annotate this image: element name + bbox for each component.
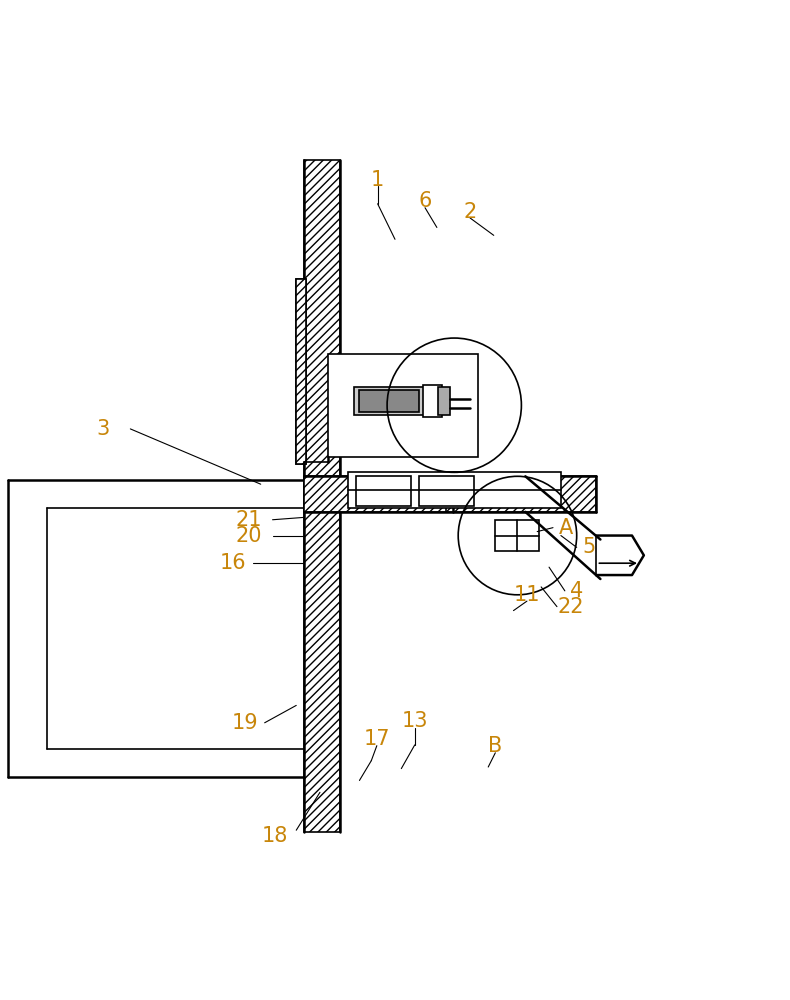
Text: B: B — [488, 736, 502, 756]
Bar — [423, 385, 442, 417]
Bar — [356, 476, 411, 506]
Text: 1: 1 — [371, 170, 384, 190]
Bar — [495, 520, 539, 551]
Ellipse shape — [498, 528, 507, 543]
Text: 20: 20 — [235, 526, 262, 546]
Ellipse shape — [337, 374, 356, 429]
Bar — [354, 387, 425, 415]
Bar — [296, 279, 306, 464]
Bar — [304, 476, 596, 512]
Text: A: A — [559, 518, 573, 538]
Text: 4: 4 — [570, 581, 583, 601]
Ellipse shape — [526, 528, 536, 543]
Text: 13: 13 — [401, 711, 428, 731]
Bar — [359, 390, 419, 412]
Text: 5: 5 — [582, 537, 595, 557]
Bar — [328, 354, 478, 457]
Text: 17: 17 — [363, 729, 390, 749]
Text: 11: 11 — [514, 585, 540, 605]
Text: 3: 3 — [96, 419, 109, 439]
Text: 6: 6 — [419, 191, 431, 211]
Bar — [296, 279, 306, 464]
Bar — [348, 472, 561, 508]
Text: 2: 2 — [464, 202, 476, 222]
Text: 22: 22 — [557, 597, 584, 617]
Bar — [419, 476, 474, 506]
Text: 21: 21 — [235, 510, 262, 530]
Text: 16: 16 — [220, 553, 246, 573]
Bar — [438, 387, 450, 415]
Text: 19: 19 — [231, 713, 258, 733]
Text: 18: 18 — [261, 826, 288, 846]
Bar — [304, 160, 340, 832]
